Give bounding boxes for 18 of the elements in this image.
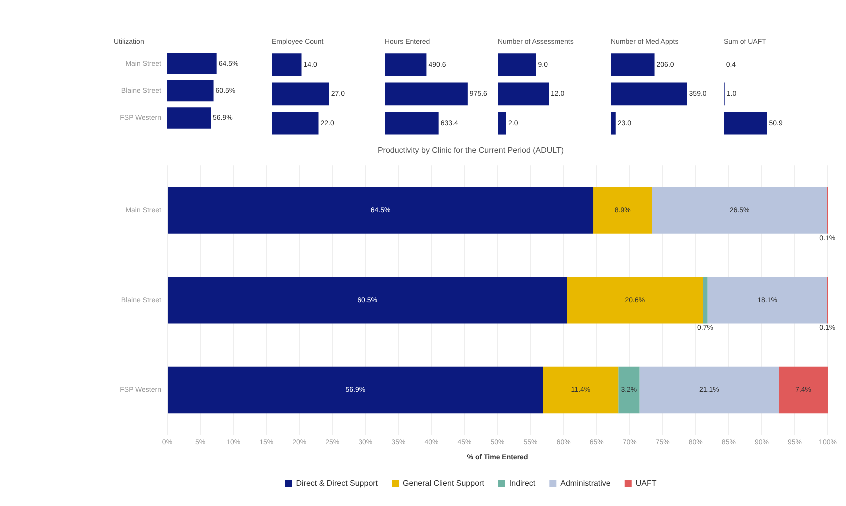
chart-title: Productivity by Clinic for the Current Period (ADULT) [378, 146, 564, 156]
bar [708, 277, 828, 324]
legend-label: Direct & Direct Support [296, 479, 379, 488]
bar [618, 366, 640, 414]
legend-label: Administrative [560, 479, 612, 488]
bar [703, 277, 708, 324]
bar [168, 366, 544, 414]
bar [594, 187, 652, 234]
bar [652, 187, 828, 234]
legend-label: Indirect [509, 479, 536, 488]
bar [168, 187, 594, 234]
legend-label: General Client Support [403, 479, 486, 488]
bar [543, 366, 619, 414]
bar [168, 277, 568, 324]
bar [779, 366, 828, 414]
bar [640, 366, 780, 414]
bar [567, 277, 704, 324]
legend-label: UAFT [636, 479, 657, 488]
